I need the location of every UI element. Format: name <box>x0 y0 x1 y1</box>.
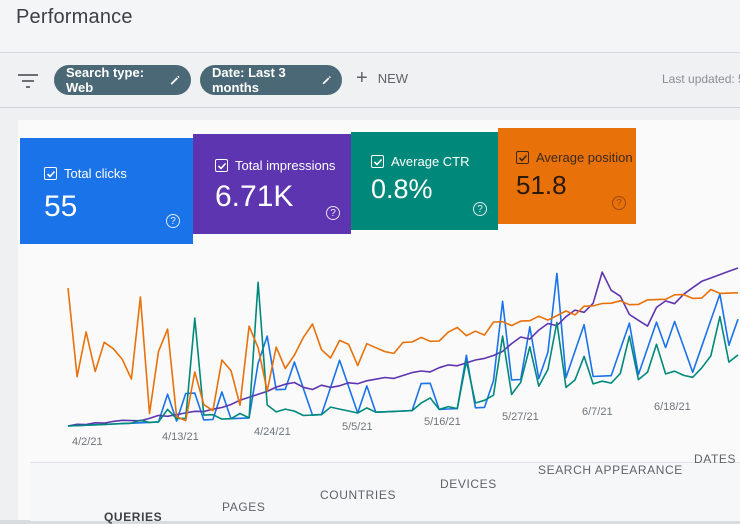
help-icon[interactable]: ? <box>473 202 487 216</box>
x-axis-tick-label: 4/2/21 <box>72 436 103 448</box>
x-axis-tick-label: 6/18/21 <box>654 401 691 413</box>
report-tabs-bar <box>30 462 740 521</box>
tab-search-appearance[interactable]: SEARCH APPEARANCE <box>538 463 683 477</box>
metric-value: 0.8% <box>371 174 433 204</box>
metric-value: 55 <box>44 190 78 223</box>
metric-card-average-ctr[interactable]: Average CTR 0.8% ? <box>351 132 498 230</box>
last-updated: Last updated: 5 <box>662 72 740 86</box>
date-range-chip-label: Date: Last 3 months <box>212 65 286 95</box>
series-line-average-position <box>67 287 739 422</box>
search-type-chip-label: Search type: Web <box>66 65 145 95</box>
x-axis-tick-label: 4/13/21 <box>162 431 199 443</box>
checkbox-checked-icon[interactable] <box>44 167 57 180</box>
checkbox-checked-icon[interactable] <box>516 151 529 164</box>
x-axis-tick-label: 6/7/21 <box>582 406 613 418</box>
tab-pages[interactable]: PAGES <box>222 500 266 514</box>
tab-countries[interactable]: COUNTRIES <box>320 488 397 502</box>
edit-pencil-icon <box>171 75 180 85</box>
title-bar: Performance <box>0 0 740 53</box>
search-type-chip[interactable]: Search type: Web <box>54 65 191 95</box>
metric-card-total-clicks[interactable]: Total clicks 55 ? <box>20 138 193 244</box>
help-icon[interactable]: ? <box>612 196 626 210</box>
filter-bar: Search type: Web Date: Last 3 months + N… <box>0 53 740 108</box>
filter-icon[interactable] <box>18 73 40 89</box>
metric-label: Average position <box>536 150 633 165</box>
page-title: Performance <box>16 6 133 28</box>
x-axis-tick-label: 5/5/21 <box>342 421 373 433</box>
help-icon[interactable]: ? <box>166 214 180 228</box>
x-axis-tick-label: 5/16/21 <box>424 416 461 428</box>
tab-devices[interactable]: DEVICES <box>440 477 497 491</box>
metric-value: 6.71K <box>215 180 294 213</box>
edit-pencil-icon <box>322 76 332 85</box>
checkbox-checked-icon[interactable] <box>215 159 228 172</box>
metric-value: 51.8 <box>516 170 567 200</box>
date-range-chip[interactable]: Date: Last 3 months <box>200 65 342 95</box>
metric-card-total-impressions[interactable]: Total impressions 6.71K ? <box>193 134 351 234</box>
x-axis-tick-label: 5/27/21 <box>502 411 539 423</box>
metric-card-average-position[interactable]: Average position 51.8 ? <box>498 128 636 224</box>
performance-line-chart <box>67 267 739 427</box>
tab-dates[interactable]: DATES <box>694 452 737 466</box>
metric-label: Average CTR <box>391 154 470 169</box>
help-icon[interactable]: ? <box>326 206 340 220</box>
series-line-total-clicks <box>67 272 739 427</box>
metric-label: Total impressions <box>235 158 336 173</box>
plus-icon: + <box>356 67 368 89</box>
new-filter-button[interactable]: + NEW <box>356 67 409 89</box>
metric-label: Total clicks <box>64 166 127 181</box>
checkbox-checked-icon[interactable] <box>371 155 384 168</box>
new-filter-label: NEW <box>377 70 409 86</box>
tab-queries[interactable]: QUERIES <box>104 510 163 524</box>
series-line-total-impressions <box>67 267 739 427</box>
x-axis-tick-label: 4/24/21 <box>254 426 291 438</box>
